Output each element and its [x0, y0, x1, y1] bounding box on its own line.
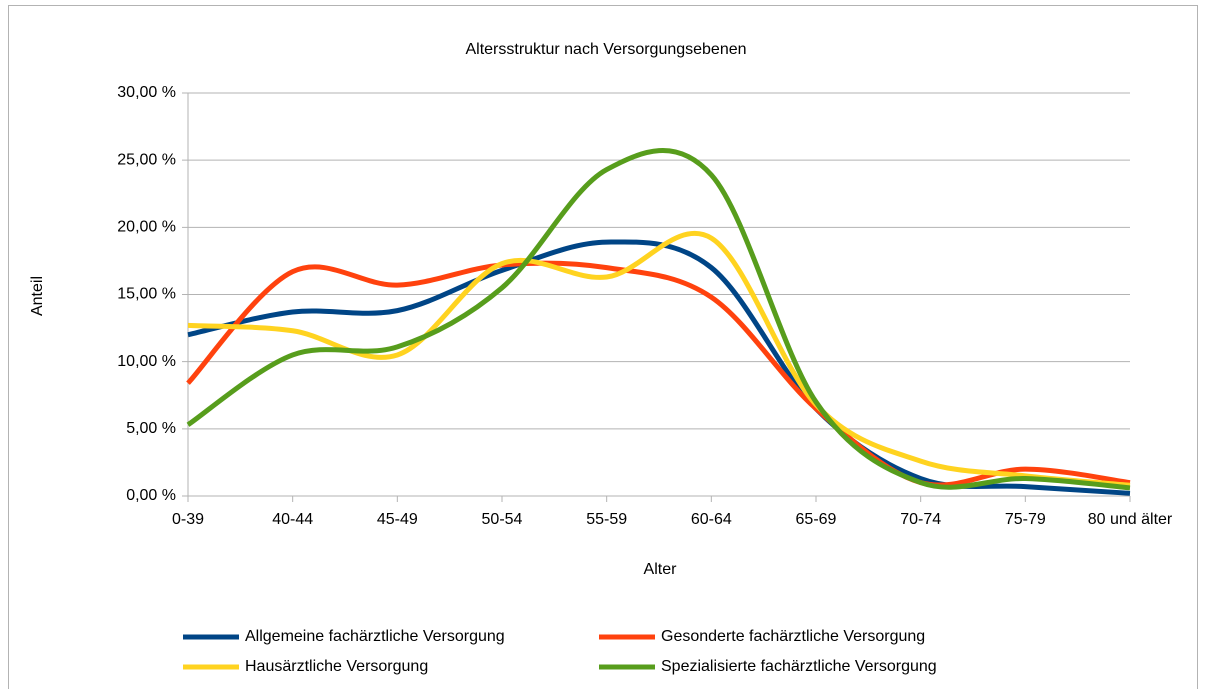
x-tick-label: 45-49	[377, 511, 418, 528]
y-tick-label: 5,00 %	[126, 420, 176, 437]
x-tick-label: 40-44	[272, 511, 313, 528]
y-tick-label: 15,00 %	[117, 286, 176, 303]
legend-label: Hausärztliche Versorgung	[245, 658, 428, 675]
legend-label: Gesonderte fachärztliche Versorgung	[661, 628, 925, 645]
y-tick-label: 25,00 %	[117, 151, 176, 168]
x-tick-label: 70-74	[900, 511, 941, 528]
x-axis-title: Alter	[644, 561, 678, 578]
legend-label: Allgemeine fachärztliche Versorgung	[245, 628, 505, 645]
chart-frame	[8, 5, 1198, 689]
legend-label: Spezialisierte fachärztliche Versorgung	[661, 658, 937, 675]
chart-title: Altersstruktur nach Versorgungsebenen	[465, 41, 746, 58]
x-tick-label: 80 und älter	[1088, 511, 1173, 528]
x-tick-label: 75-79	[1005, 511, 1046, 528]
x-tick-label: 50-54	[482, 511, 523, 528]
series-line	[186, 148, 1131, 491]
x-tick-label: 0-39	[172, 511, 204, 528]
series-line	[186, 260, 1131, 488]
y-tick-label: 20,00 %	[117, 219, 176, 236]
y-tick-label: 30,00 %	[117, 84, 176, 101]
x-tick-label: 60-64	[691, 511, 732, 528]
y-tick-label: 10,00 %	[117, 353, 176, 370]
y-axis-title: Anteil	[29, 276, 46, 316]
x-tick-label: 55-59	[586, 511, 627, 528]
x-tick-label: 65-69	[796, 511, 837, 528]
y-tick-label: 0,00 %	[126, 487, 176, 504]
